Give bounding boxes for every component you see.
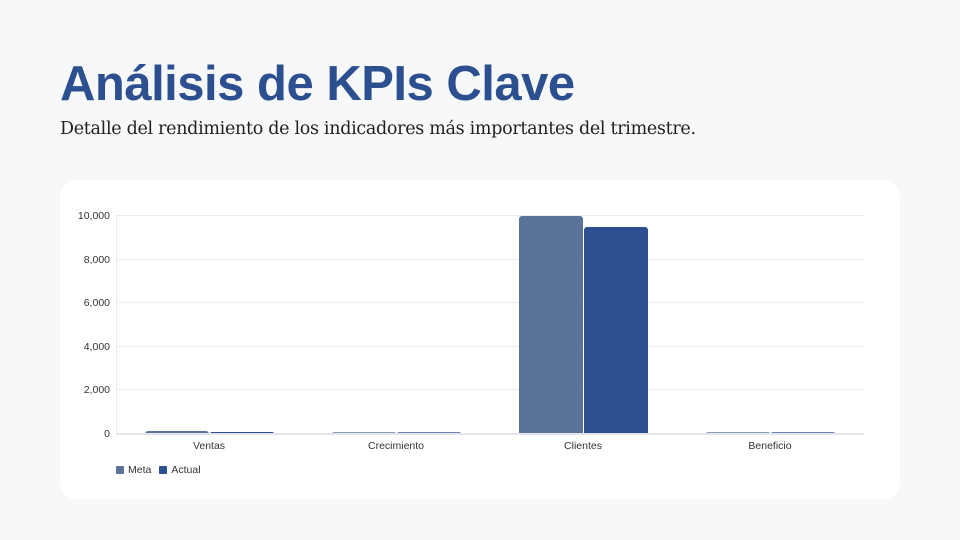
chart-legend: Meta Actual xyxy=(116,464,201,476)
legend-swatch-icon xyxy=(159,466,168,474)
gridline xyxy=(116,259,864,260)
y-tick-label: 6,000 xyxy=(83,297,110,310)
bar-ventas-meta[interactable] xyxy=(144,431,209,434)
x-label-crecimiento: Crecimiento xyxy=(367,440,425,452)
legend-label: Actual xyxy=(171,464,201,476)
x-label-ventas: Ventas xyxy=(192,440,226,452)
gridline xyxy=(116,215,864,216)
x-axis-line xyxy=(116,433,864,435)
y-axis-line xyxy=(116,215,117,434)
gridline xyxy=(116,389,864,390)
y-tick-label: 10,000 xyxy=(77,210,110,222)
legend-swatch-icon xyxy=(116,466,124,474)
page-subtitle: Detalle del rendimiento de los indicador… xyxy=(60,119,696,139)
bar-clientes-actual[interactable] xyxy=(583,226,648,434)
x-label-beneficio: Beneficio xyxy=(748,440,792,452)
legend-item-meta[interactable]: Meta xyxy=(116,464,151,476)
x-label-clientes: Clientes xyxy=(564,440,602,452)
y-tick-label: 8,000 xyxy=(83,253,110,266)
y-tick-label: 0 xyxy=(104,428,110,440)
page-title: Análisis de KPIs Clave xyxy=(60,57,575,111)
bar-chart: 10,000 8,000 6,000 4,000 2,000 0 Ventas … xyxy=(60,180,900,499)
bar-clientes-meta[interactable] xyxy=(518,216,583,434)
legend-item-actual[interactable]: Actual xyxy=(159,464,201,476)
y-tick-label: 4,000 xyxy=(83,340,110,353)
y-tick-label: 2,000 xyxy=(83,384,110,397)
bar-ventas-actual[interactable] xyxy=(209,431,274,434)
gridline xyxy=(116,346,864,347)
legend-label: Meta xyxy=(128,464,152,476)
gridline xyxy=(116,302,864,303)
chart-card: 10,000 8,000 6,000 4,000 2,000 0 Ventas … xyxy=(60,180,900,499)
